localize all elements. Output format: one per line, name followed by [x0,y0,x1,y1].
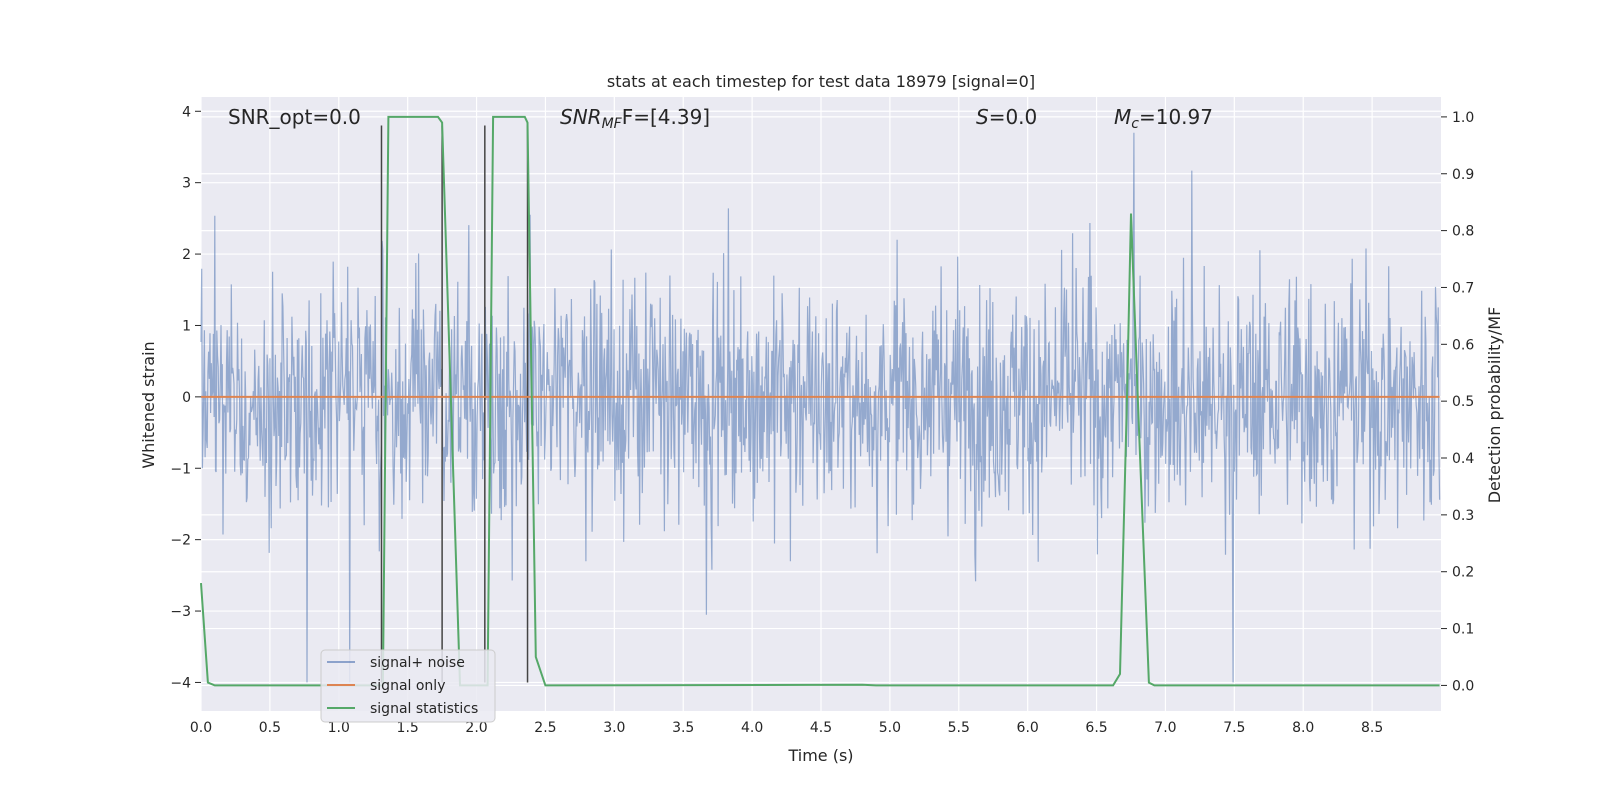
snr-mf-main: SNR [560,105,602,129]
x-tick-label: 7.0 [1154,720,1176,736]
x-tick-label: 5.0 [879,720,901,736]
legend-label-signal-statistics: signal statistics [370,701,478,717]
y-right-tick-label: 0.3 [1452,508,1474,524]
snr-mf-sub: MF [602,116,623,132]
x-tick-label: 6.5 [1085,720,1107,736]
x-tick-label: 2.5 [534,720,556,736]
chart-title: stats at each timestep for test data 189… [607,72,1035,91]
y-right-tick-label: 0.5 [1452,394,1474,410]
x-tick-label: 1.0 [328,720,350,736]
x-tick-label: 8.0 [1292,720,1314,736]
noise-series [200,132,1441,683]
s-main: S [976,105,989,129]
mc-sub: c [1131,116,1139,132]
y-tick-label: −3 [170,604,191,620]
axes: 0.0 0.5 1.0 1.5 2.0 2.5 3.0 3.5 4.0 4.5 5.0 5.5 6.0 6… [170,104,1474,736]
y-right-tick-label: 0.8 [1452,224,1474,240]
noise-trace [200,132,1441,683]
x-tick-label: 0.0 [190,720,212,736]
y-right-tick-label: 0.7 [1452,280,1474,296]
y-tick-label: 0 [182,390,191,406]
x-tick-label: 4.0 [741,720,763,736]
y-tick-label: 1 [182,318,191,334]
y-tick-label: 3 [182,176,191,192]
y-axis-right-label: Detection probability/MF [1485,307,1504,504]
annotation-s: S=0.0 [976,105,1037,129]
legend-label-noise: signal+ noise [370,655,465,671]
y-tick-label: −2 [170,533,191,549]
y-tick-label: −1 [170,461,191,477]
line-series [200,115,1440,687]
y-right-tick-label: 0.2 [1452,565,1474,581]
x-axis-label: Time (s) [787,746,853,765]
s-tail: =0.0 [989,105,1038,129]
y-tick-label: 4 [182,104,191,120]
x-tick-label: 2.0 [465,720,487,736]
y-right-tick-label: 0.9 [1452,167,1474,183]
x-tick-label: 7.5 [1223,720,1245,736]
y-tick-label: −4 [170,675,191,691]
y-right-tick-label: 1.0 [1452,110,1474,126]
x-tick-label: 8.5 [1361,720,1383,736]
y-right-tick-label: 0.4 [1452,451,1474,467]
x-tick-label: 0.5 [259,720,281,736]
x-tick-label: 6.0 [1017,720,1039,736]
signal-statistics-line [200,115,1440,687]
y-right-tick-label: 0.6 [1452,337,1474,353]
event-lines [380,125,529,683]
y-tick-label: 2 [182,247,191,263]
x-tick-label: 4.5 [810,720,832,736]
x-tick-label: 3.0 [603,720,625,736]
y-right-tick-label: 0.1 [1452,622,1474,638]
x-tick-label: 3.5 [672,720,694,736]
legend-label-signal-only: signal only [370,678,445,694]
x-tick-label: 1.5 [397,720,419,736]
mc-main: M [1114,105,1131,129]
annotation-snr-mf: SNRMFF=[4.39] [560,105,710,132]
annotation-snr-opt: SNR_opt=0.0 [228,105,361,129]
y-axis-label: Whitened strain [139,341,158,468]
legend-box [320,649,496,723]
y-right-tick-label: 0.0 [1452,678,1474,694]
snr-mf-tail: F=[4.39] [622,105,710,129]
annotation-mc: Mc=10.97 [1114,105,1213,132]
legend: signal+ noise signal only signal statist… [320,649,496,723]
mc-tail: =10.97 [1139,105,1213,129]
x-tick-label: 5.5 [948,720,970,736]
